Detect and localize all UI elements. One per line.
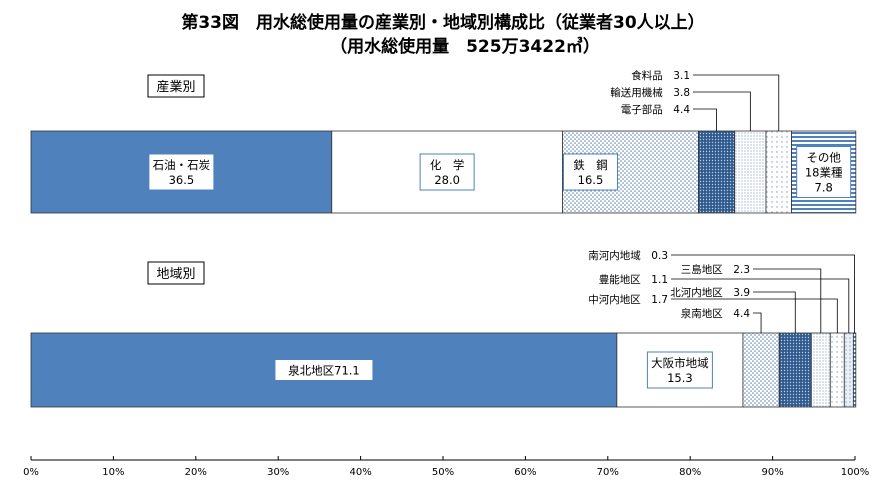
region-label-osaka-text: 15.3 [667, 371, 693, 385]
x-tick-label: 80% [679, 467, 701, 478]
industry-label-steel-text: 16.5 [578, 173, 604, 187]
x-tick-label: 50% [432, 467, 454, 478]
industry-label-other-text: その他 [806, 151, 841, 165]
region-label-osaka-text: 大阪市地域 [651, 356, 709, 370]
region-callout-line-1 [671, 254, 855, 333]
region-bar-5 [810, 332, 831, 408]
industry-label-chemical-text: 28.0 [434, 173, 460, 187]
industry-label-other-box [796, 146, 852, 198]
region-callout-line-4 [753, 268, 822, 333]
region-label-senboku-box [274, 359, 374, 381]
region-bar-4 [778, 332, 812, 408]
x-tick-label: 100% [841, 467, 870, 478]
region-bar-group [30, 332, 857, 408]
industry-callout-1: 食料品 3.1 [631, 69, 690, 82]
chart-title: 第33図 用水総使用量の産業別・地域別構成比（従業者30人以上） [181, 12, 704, 33]
industry-callout-line-1 [693, 74, 780, 131]
industry-label-other-text: 7.8 [815, 181, 833, 195]
x-tick-label: 90% [761, 467, 783, 478]
region-callout-6: 泉南地区 4.4 [681, 307, 751, 320]
industry-label-steel-box [562, 153, 618, 191]
industry-label-petroleum-text: 36.5 [169, 173, 195, 187]
x-tick-label: 40% [349, 467, 371, 478]
region-callout-5: 北河内地区 3.9 [670, 286, 750, 299]
x-tick-label: 30% [267, 467, 289, 478]
region-callout-line-3 [671, 298, 838, 333]
industry-bar-5 [734, 130, 767, 214]
region-label-senboku-text: 泉北地区71.1 [288, 364, 360, 378]
x-tick-label: 0% [23, 467, 39, 478]
x-tick-label: 20% [185, 467, 207, 478]
industry-section-box [147, 74, 205, 98]
industry-callout-line-3 [693, 108, 717, 131]
region-callout-line-6 [753, 312, 762, 333]
industry-bar-1 [30, 130, 333, 214]
industry-label-chemical-text: 化 学 [430, 158, 465, 172]
industry-label-petroleum-box [148, 153, 215, 191]
region-callout-line-5 [753, 291, 796, 333]
industry-section-label: 産業別 [156, 79, 195, 95]
region-callout-4: 三島地区 2.3 [681, 263, 750, 276]
industry-label-other-text: 18業種 [805, 166, 843, 180]
region-section-label: 地域別 [156, 267, 195, 282]
industry-label-steel-text: 鉄 鋼 [573, 158, 608, 172]
x-axis: 0% 10% 20% 30% 40% 50% 60% 70% 80% 90% 100% [23, 456, 869, 478]
industry-label-petroleum-text: 石油・石炭 [153, 158, 211, 172]
industry-callout-2: 輸送用機械 3.8 [610, 86, 690, 99]
x-tick-label: 70% [597, 467, 619, 478]
x-tick-label: 10% [102, 467, 124, 478]
region-bar-6 [829, 332, 845, 408]
region-callout-3: 中河内地区 1.7 [588, 293, 668, 306]
region-callout-2: 豊能地区 1.1 [599, 273, 668, 286]
region-callout-line-2 [671, 278, 850, 333]
x-tick-label: 60% [514, 467, 536, 478]
region-label-osaka-box [646, 351, 713, 389]
region-bar-8 [852, 332, 857, 408]
industry-bar-4 [698, 130, 736, 214]
industry-label-chemical-box [419, 153, 475, 191]
region-callout-1: 南河内地域 0.3 [588, 249, 668, 262]
chart-subtitle: （用水総使用量 525万3422㎥） [330, 36, 600, 57]
region-bar-7 [843, 332, 854, 408]
industry-callout-line-2 [693, 91, 751, 131]
region-section-box [147, 261, 205, 285]
region-bar-3 [742, 332, 780, 408]
industry-callout-3: 電子部品 4.4 [621, 103, 691, 116]
industry-bar-6 [765, 130, 792, 214]
